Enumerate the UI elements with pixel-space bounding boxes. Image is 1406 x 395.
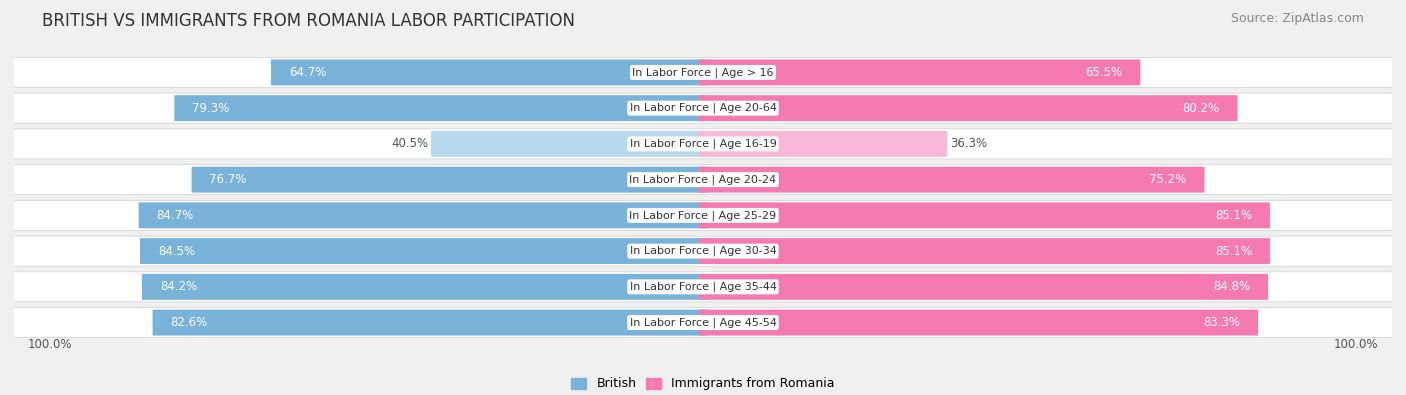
FancyBboxPatch shape xyxy=(7,200,1399,230)
Text: 85.1%: 85.1% xyxy=(1215,209,1253,222)
Text: In Labor Force | Age > 16: In Labor Force | Age > 16 xyxy=(633,67,773,78)
Text: 100.0%: 100.0% xyxy=(1334,338,1378,351)
FancyBboxPatch shape xyxy=(699,274,1268,300)
Text: 82.6%: 82.6% xyxy=(170,316,208,329)
FancyBboxPatch shape xyxy=(191,167,707,193)
FancyBboxPatch shape xyxy=(7,272,1399,302)
Text: In Labor Force | Age 20-64: In Labor Force | Age 20-64 xyxy=(630,103,776,113)
FancyBboxPatch shape xyxy=(174,95,707,121)
FancyBboxPatch shape xyxy=(7,93,1399,123)
Text: 76.7%: 76.7% xyxy=(209,173,247,186)
Text: 64.7%: 64.7% xyxy=(288,66,326,79)
FancyBboxPatch shape xyxy=(699,202,1270,228)
FancyBboxPatch shape xyxy=(699,95,1237,121)
Text: Source: ZipAtlas.com: Source: ZipAtlas.com xyxy=(1230,12,1364,25)
FancyBboxPatch shape xyxy=(699,238,1270,264)
Text: 84.5%: 84.5% xyxy=(157,245,195,258)
Text: In Labor Force | Age 35-44: In Labor Force | Age 35-44 xyxy=(630,282,776,292)
FancyBboxPatch shape xyxy=(7,57,1399,87)
Text: 85.1%: 85.1% xyxy=(1215,245,1253,258)
Text: In Labor Force | Age 16-19: In Labor Force | Age 16-19 xyxy=(630,139,776,149)
Legend: British, Immigrants from Romania: British, Immigrants from Romania xyxy=(567,372,839,395)
Text: BRITISH VS IMMIGRANTS FROM ROMANIA LABOR PARTICIPATION: BRITISH VS IMMIGRANTS FROM ROMANIA LABOR… xyxy=(42,12,575,30)
Text: In Labor Force | Age 20-24: In Labor Force | Age 20-24 xyxy=(630,174,776,185)
FancyBboxPatch shape xyxy=(7,308,1399,338)
FancyBboxPatch shape xyxy=(699,59,1140,85)
Text: 80.2%: 80.2% xyxy=(1182,102,1219,115)
Text: In Labor Force | Age 45-54: In Labor Force | Age 45-54 xyxy=(630,317,776,328)
Text: 84.8%: 84.8% xyxy=(1213,280,1250,293)
Text: In Labor Force | Age 30-34: In Labor Force | Age 30-34 xyxy=(630,246,776,256)
FancyBboxPatch shape xyxy=(139,202,707,228)
FancyBboxPatch shape xyxy=(699,167,1205,193)
Text: 84.2%: 84.2% xyxy=(160,280,197,293)
Text: 79.3%: 79.3% xyxy=(193,102,229,115)
FancyBboxPatch shape xyxy=(142,274,707,300)
FancyBboxPatch shape xyxy=(141,238,707,264)
Text: 40.5%: 40.5% xyxy=(391,137,429,150)
Text: 84.7%: 84.7% xyxy=(156,209,194,222)
FancyBboxPatch shape xyxy=(153,310,707,336)
FancyBboxPatch shape xyxy=(7,129,1399,159)
Text: In Labor Force | Age 25-29: In Labor Force | Age 25-29 xyxy=(630,210,776,221)
FancyBboxPatch shape xyxy=(432,131,707,157)
Text: 75.2%: 75.2% xyxy=(1149,173,1187,186)
FancyBboxPatch shape xyxy=(7,236,1399,266)
FancyBboxPatch shape xyxy=(7,165,1399,195)
Text: 65.5%: 65.5% xyxy=(1085,66,1122,79)
FancyBboxPatch shape xyxy=(271,59,707,85)
FancyBboxPatch shape xyxy=(699,131,948,157)
Text: 100.0%: 100.0% xyxy=(28,338,72,351)
Text: 36.3%: 36.3% xyxy=(950,137,987,150)
Text: 83.3%: 83.3% xyxy=(1204,316,1240,329)
FancyBboxPatch shape xyxy=(699,310,1258,336)
